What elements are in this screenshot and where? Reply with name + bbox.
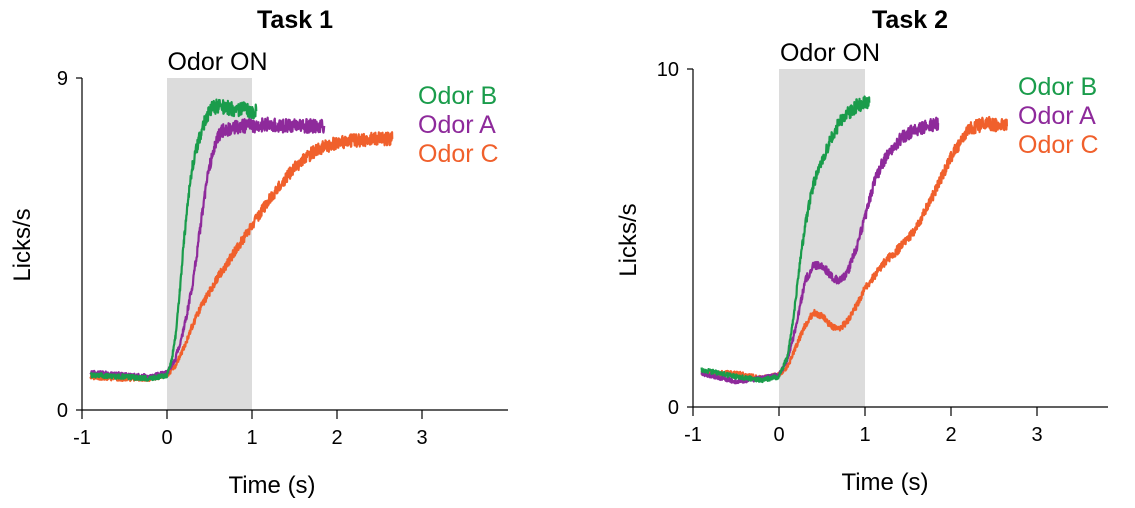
task-1-y-axis-label: Licks/s xyxy=(9,208,36,281)
x-tick-label: 3 xyxy=(416,427,427,449)
task-2-traces xyxy=(700,95,1008,385)
y-tick-label: 9 xyxy=(57,68,68,90)
x-tick-label: 0 xyxy=(773,424,784,446)
task-2-odor-on-label: Odor ON xyxy=(780,39,880,67)
series-line xyxy=(89,98,258,382)
task-1-title: Task 1 xyxy=(257,6,333,34)
y-tick-label: 0 xyxy=(668,397,679,419)
legend-entry: Odor B xyxy=(418,82,497,110)
task-1-odor-on-label: Odor ON xyxy=(167,48,267,76)
task-1-x-axis-label: Time (s) xyxy=(228,472,315,499)
task-1-y-ticks: 09 xyxy=(57,68,82,422)
task-2-x-axis-label: Time (s) xyxy=(841,469,928,496)
task-2-title: Task 2 xyxy=(872,6,948,34)
task-1-x-ticks: -1 0 1 2 3 xyxy=(73,410,428,449)
legend-entry: Odor B xyxy=(1018,73,1097,101)
x-tick-label: 2 xyxy=(945,424,956,446)
task-2-y-axis-label: Licks/s xyxy=(615,203,642,276)
x-tick-label: 2 xyxy=(331,427,342,449)
task-2-y-ticks: 0 10 xyxy=(657,59,693,419)
legend-entry: Odor A xyxy=(1018,102,1096,130)
x-tick-label: 1 xyxy=(246,427,257,449)
y-tick-label: 0 xyxy=(57,400,68,422)
legend-entry: Odor C xyxy=(1018,131,1099,159)
legend-entry: Odor A xyxy=(418,111,496,139)
legend-entry: Odor C xyxy=(418,140,499,168)
task-1-traces xyxy=(89,98,394,383)
task-2-x-ticks: -1 0 1 2 3 xyxy=(684,407,1043,446)
series-line xyxy=(700,115,1008,381)
x-tick-label: -1 xyxy=(684,424,702,446)
x-tick-label: 3 xyxy=(1031,424,1042,446)
series-line xyxy=(700,95,871,384)
y-tick-label: 10 xyxy=(657,59,679,81)
x-tick-label: -1 xyxy=(73,427,91,449)
x-tick-label: 0 xyxy=(161,427,172,449)
x-tick-label: 1 xyxy=(859,424,870,446)
series-line xyxy=(700,116,940,385)
